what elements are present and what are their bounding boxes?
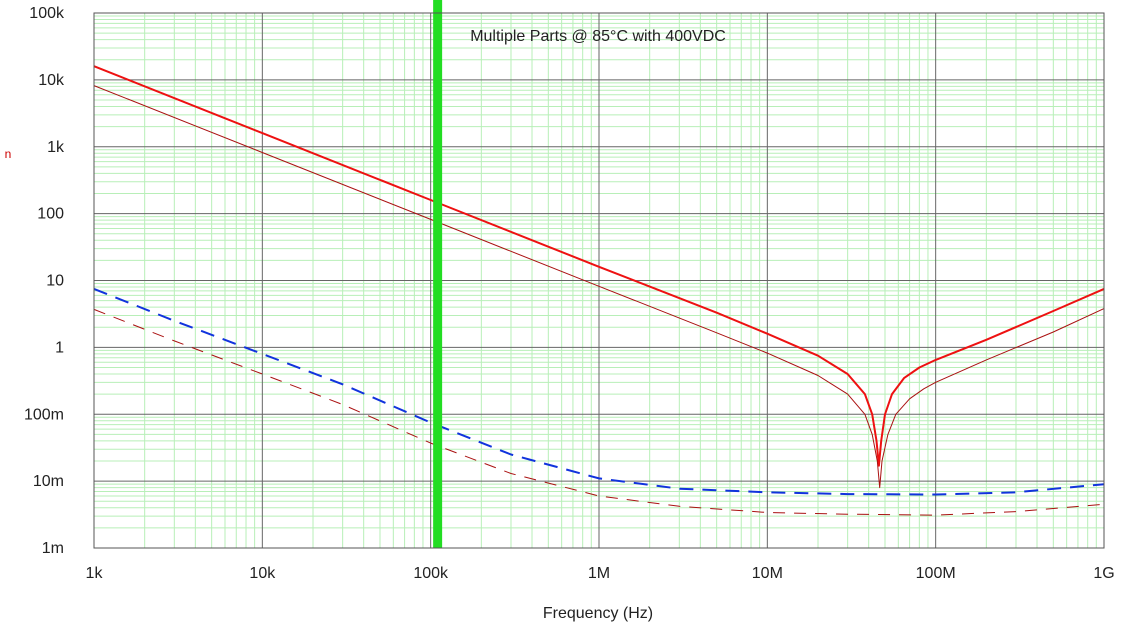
x-tick-label: 1k bbox=[86, 565, 104, 582]
x-tick-label: 10M bbox=[752, 565, 783, 582]
x-tick-label: 100k bbox=[413, 565, 449, 582]
y-tick-label: 10k bbox=[38, 72, 65, 89]
chart-annotation: Multiple Parts @ 85°C with 400VDC bbox=[470, 28, 726, 45]
y-tick-label: 100 bbox=[37, 206, 64, 223]
y-tick-label: 100k bbox=[29, 5, 65, 22]
y-tick-label: 10 bbox=[46, 273, 64, 290]
x-tick-label: 1G bbox=[1093, 565, 1114, 582]
y-tick-label: 10m bbox=[33, 473, 64, 490]
series-line-2 bbox=[93, 85, 1105, 489]
y-tick-label: 1k bbox=[47, 139, 65, 156]
side-label: n bbox=[5, 147, 12, 161]
x-tick-label: 10k bbox=[249, 565, 276, 582]
x-tick-label: 1M bbox=[588, 565, 610, 582]
plot-frame bbox=[93, 12, 1105, 549]
x-tick-label: 100M bbox=[916, 565, 956, 582]
y-tick-label: 100m bbox=[24, 406, 64, 423]
series-layer bbox=[93, 65, 1105, 516]
series-line-3 bbox=[93, 287, 1105, 496]
y-tick-label: 1m bbox=[42, 540, 64, 557]
x-axis-label: Frequency (Hz) bbox=[543, 605, 653, 622]
y-tick-label: 1 bbox=[55, 339, 64, 356]
series-line-1 bbox=[93, 65, 1105, 467]
y-tick-labels: 1m 10m 100m 1 10 100 1k 10k 100k bbox=[24, 5, 65, 557]
x-tick-labels: 1k 10k 100k 1M 10M 100M 1G bbox=[86, 565, 1115, 582]
